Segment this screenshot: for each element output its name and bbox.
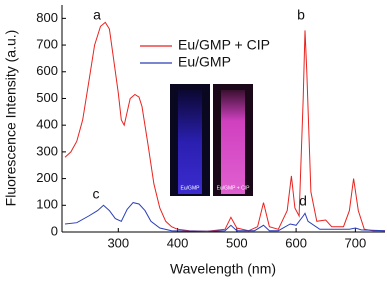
y-tick-label: 400 bbox=[36, 117, 58, 132]
vial bbox=[221, 90, 245, 194]
series-line bbox=[64, 202, 386, 232]
x-tick-label: 500 bbox=[226, 235, 248, 250]
annotation: d bbox=[299, 193, 307, 209]
inset-label: Eu/GMP + CIP bbox=[217, 185, 251, 191]
legend-label: Eu/GMP + CIP bbox=[178, 37, 270, 53]
y-tick-label: 600 bbox=[36, 63, 58, 78]
x-tick-label: 600 bbox=[285, 235, 307, 250]
y-tick-label: 700 bbox=[36, 36, 58, 51]
y-tick-label: 500 bbox=[36, 90, 58, 105]
y-tick-label: 100 bbox=[36, 197, 58, 212]
y-tick-label: 200 bbox=[36, 170, 58, 185]
x-tick-label: 700 bbox=[345, 235, 367, 250]
y-tick-label: 800 bbox=[36, 10, 58, 25]
vial bbox=[178, 90, 202, 194]
inset-label: Eu/GMP bbox=[181, 185, 201, 191]
x-axis-title: Wavelength (nm) bbox=[170, 261, 276, 277]
y-tick-label: 300 bbox=[36, 143, 58, 158]
y-axis-title: Fluorescence Intensity (a.u.) bbox=[3, 30, 19, 207]
legend-label: Eu/GMP bbox=[178, 54, 231, 70]
series-line bbox=[64, 21, 385, 232]
x-tick-label: 400 bbox=[167, 235, 189, 250]
annotation: a bbox=[93, 7, 101, 23]
y-tick-label: 0 bbox=[51, 223, 58, 238]
annotation: b bbox=[297, 7, 305, 23]
annotation: c bbox=[93, 186, 100, 202]
x-tick-label: 300 bbox=[107, 235, 129, 250]
